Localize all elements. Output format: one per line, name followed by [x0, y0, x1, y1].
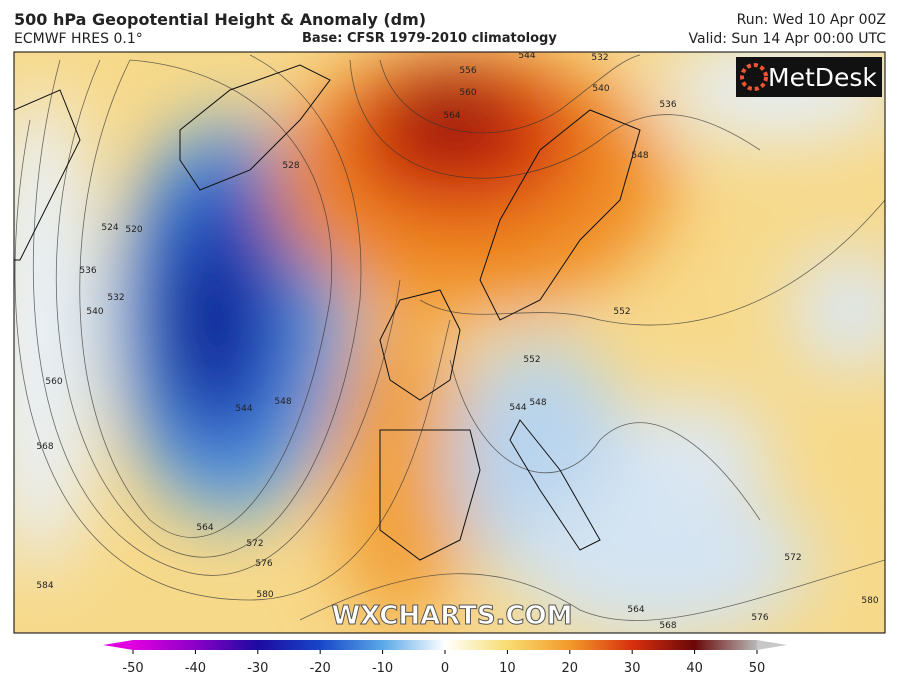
contour-label: 544: [235, 404, 252, 414]
colorbar-low-end: [103, 640, 133, 650]
contour-label: 544: [518, 51, 535, 61]
valid: Valid: Sun 14 Apr 00:00 UTC: [688, 31, 886, 47]
contour-label: 564: [443, 111, 460, 121]
run: Run: Wed 10 Apr 00Z: [736, 12, 886, 28]
contour-label: 560: [45, 377, 62, 387]
base: Base: CFSR 1979-2010 climatology: [302, 31, 557, 46]
contour-label: 564: [627, 605, 644, 615]
colorbar-tick-label: 10: [499, 661, 516, 676]
contour-label: 544: [509, 403, 526, 413]
contour-label: 560: [459, 88, 476, 98]
contour-label: 552: [613, 307, 630, 317]
contour-label: 580: [256, 590, 273, 600]
contour-label: 536: [659, 100, 676, 110]
contour-label: 536: [79, 266, 96, 276]
contour-label: 580: [861, 596, 878, 606]
colorbar: [133, 640, 757, 650]
colorbar-high-end: [757, 640, 787, 650]
anomaly-field: [14, 52, 885, 633]
logo-box: [736, 57, 882, 97]
coastlines: [14, 64, 641, 561]
map-frame: [13, 51, 886, 634]
colorbar-tick-label: 20: [562, 661, 579, 676]
contour-label: 548: [529, 398, 546, 408]
logo-icon: [740, 63, 768, 91]
contour-label: 540: [86, 307, 103, 317]
model: ECMWF HRES 0.1°: [14, 31, 143, 47]
contour-label: 568: [659, 621, 676, 631]
colorbar-tick-label: 0: [441, 661, 449, 676]
colorbar-tick-label: 30: [624, 661, 641, 676]
colorbar-tick-label: -20: [310, 661, 331, 676]
colorbar-tick-label: -40: [185, 661, 206, 676]
contour-label: 524: [101, 223, 118, 233]
contour-label: 548: [274, 397, 291, 407]
contour-label: 564: [196, 523, 213, 533]
contour-label: 572: [246, 539, 263, 549]
contour-label: 520: [125, 225, 142, 235]
contour-label: 568: [36, 442, 53, 452]
contour-label: 576: [255, 559, 272, 569]
contour-label: 528: [282, 161, 299, 171]
contours: [14, 54, 885, 621]
watermark: WXCHARTS.COM: [331, 601, 572, 631]
logo-text: MetDesk: [768, 63, 877, 92]
title: 500 hPa Geopotential Height & Anomaly (d…: [14, 10, 427, 29]
contour-label: 532: [107, 293, 124, 303]
contour-label: 576: [751, 613, 768, 623]
contour-label: 548: [631, 151, 648, 161]
contour-label: 540: [592, 84, 609, 94]
colorbar-tick-label: 50: [749, 661, 766, 676]
contour-label: 572: [784, 553, 801, 563]
colorbar-tick-label: 40: [686, 661, 703, 676]
contour-label: 552: [523, 355, 540, 365]
contour-label: 584: [36, 581, 53, 591]
contour-label: 556: [459, 66, 476, 76]
colorbar-tick-label: -30: [247, 661, 268, 676]
contour-label: 532: [591, 53, 608, 63]
colorbar-tick-label: -50: [122, 661, 143, 676]
colorbar-tick-label: -10: [372, 661, 393, 676]
